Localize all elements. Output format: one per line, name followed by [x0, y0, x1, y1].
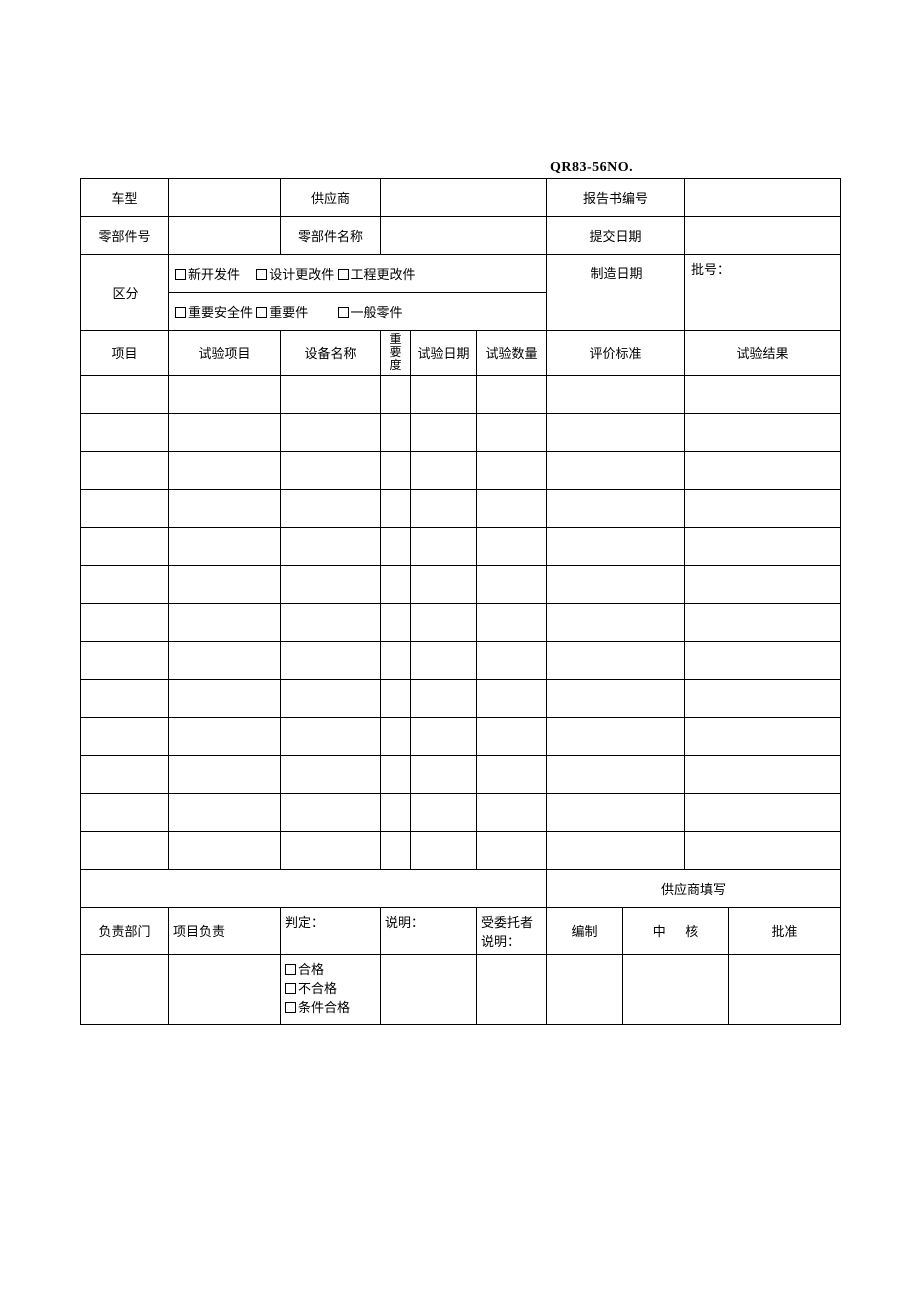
- value-proj-resp: [169, 954, 281, 1024]
- cb-conditional: 条件合格: [298, 1000, 350, 1015]
- value-report-no: [685, 179, 841, 217]
- col-eval-std: 评价标准: [547, 331, 685, 376]
- label-supplier: 供应商: [281, 179, 381, 217]
- col-test-result: 试验结果: [685, 331, 841, 376]
- label-resp-dept: 负责部门: [81, 907, 169, 954]
- document-id: QR83-56NO.: [550, 160, 840, 176]
- cb-new-dev: 新开发件: [188, 267, 240, 282]
- value-explain: [381, 954, 477, 1024]
- value-part-no: [169, 217, 281, 255]
- label-part-name: 零部件名称: [281, 217, 381, 255]
- table-row: [81, 793, 841, 831]
- col-test-item: 试验项目: [169, 331, 281, 376]
- table-row: [81, 489, 841, 527]
- label-report-no: 报告书编号: [547, 179, 685, 217]
- label-judgement: 判定：: [281, 907, 381, 954]
- label-entruster-explain: 受委托者说明：: [477, 907, 547, 954]
- value-checked: [623, 954, 729, 1024]
- table-row: [81, 565, 841, 603]
- checkbox-icon[interactable]: [338, 307, 349, 318]
- cb-critical: 重要件: [269, 305, 308, 320]
- checkbox-icon[interactable]: [256, 307, 267, 318]
- table-row: [81, 451, 841, 489]
- col-test-date: 试验日期: [411, 331, 477, 376]
- checked-end: 核: [685, 924, 698, 939]
- label-supplier-fill: 供应商填写: [547, 869, 841, 907]
- checked-mid: 中: [653, 924, 666, 939]
- col-equip-name: 设备名称: [281, 331, 381, 376]
- label-vehicle-model: 车型: [81, 179, 169, 217]
- table-row: [81, 375, 841, 413]
- table-row: [81, 679, 841, 717]
- table-row: [81, 641, 841, 679]
- table-row: [81, 413, 841, 451]
- label-proj-resp: 项目负责: [169, 907, 281, 954]
- value-entruster-explain: [477, 954, 547, 1024]
- value-submit-date: [685, 217, 841, 255]
- table-row: [81, 603, 841, 641]
- label-part-no: 零部件号: [81, 217, 169, 255]
- category-line2: 重要安全件 重要件 一般零件: [169, 293, 547, 331]
- value-vehicle-model: [169, 179, 281, 217]
- cb-general: 一般零件: [351, 305, 403, 320]
- table-row: [81, 527, 841, 565]
- value-judgement: 合格 不合格 条件合格: [281, 954, 381, 1024]
- table-row: [81, 717, 841, 755]
- cb-fail: 不合格: [298, 981, 337, 996]
- table-row: [81, 755, 841, 793]
- col-test-qty: 试验数量: [477, 331, 547, 376]
- checkbox-icon[interactable]: [338, 269, 349, 280]
- form-table: 车型 供应商 报告书编号 零部件号 零部件名称 提交日期 区分 新开发件 设计更…: [80, 178, 841, 1025]
- value-approved: [729, 954, 841, 1024]
- label-mfg-date: 制造日期: [547, 255, 685, 331]
- blank-span: [81, 869, 547, 907]
- value-supplier: [381, 179, 547, 217]
- checkbox-icon[interactable]: [256, 269, 267, 280]
- checkbox-icon[interactable]: [175, 269, 186, 280]
- value-part-name: [381, 217, 547, 255]
- label-checked: 中 核: [623, 907, 729, 954]
- label-category: 区分: [81, 255, 169, 331]
- cb-pass: 合格: [298, 962, 324, 977]
- checkbox-icon[interactable]: [285, 1002, 296, 1013]
- cb-crit-safety: 重要安全件: [188, 305, 253, 320]
- checkbox-icon[interactable]: [285, 964, 296, 975]
- cb-design-change: 设计更改件: [269, 267, 334, 282]
- label-approved: 批准: [729, 907, 841, 954]
- value-prepared: [547, 954, 623, 1024]
- label-submit-date: 提交日期: [547, 217, 685, 255]
- label-batch-no: 批号：: [685, 255, 841, 331]
- checkbox-icon[interactable]: [175, 307, 186, 318]
- value-resp-dept: [81, 954, 169, 1024]
- checkbox-icon[interactable]: [285, 983, 296, 994]
- label-explain: 说明：: [381, 907, 477, 954]
- cb-eng-change: 工程更改件: [351, 267, 416, 282]
- label-prepared: 编制: [547, 907, 623, 954]
- table-row: [81, 831, 841, 869]
- col-item: 项目: [81, 331, 169, 376]
- category-line1: 新开发件 设计更改件 工程更改件: [169, 255, 547, 293]
- col-importance: 重要度: [381, 331, 411, 376]
